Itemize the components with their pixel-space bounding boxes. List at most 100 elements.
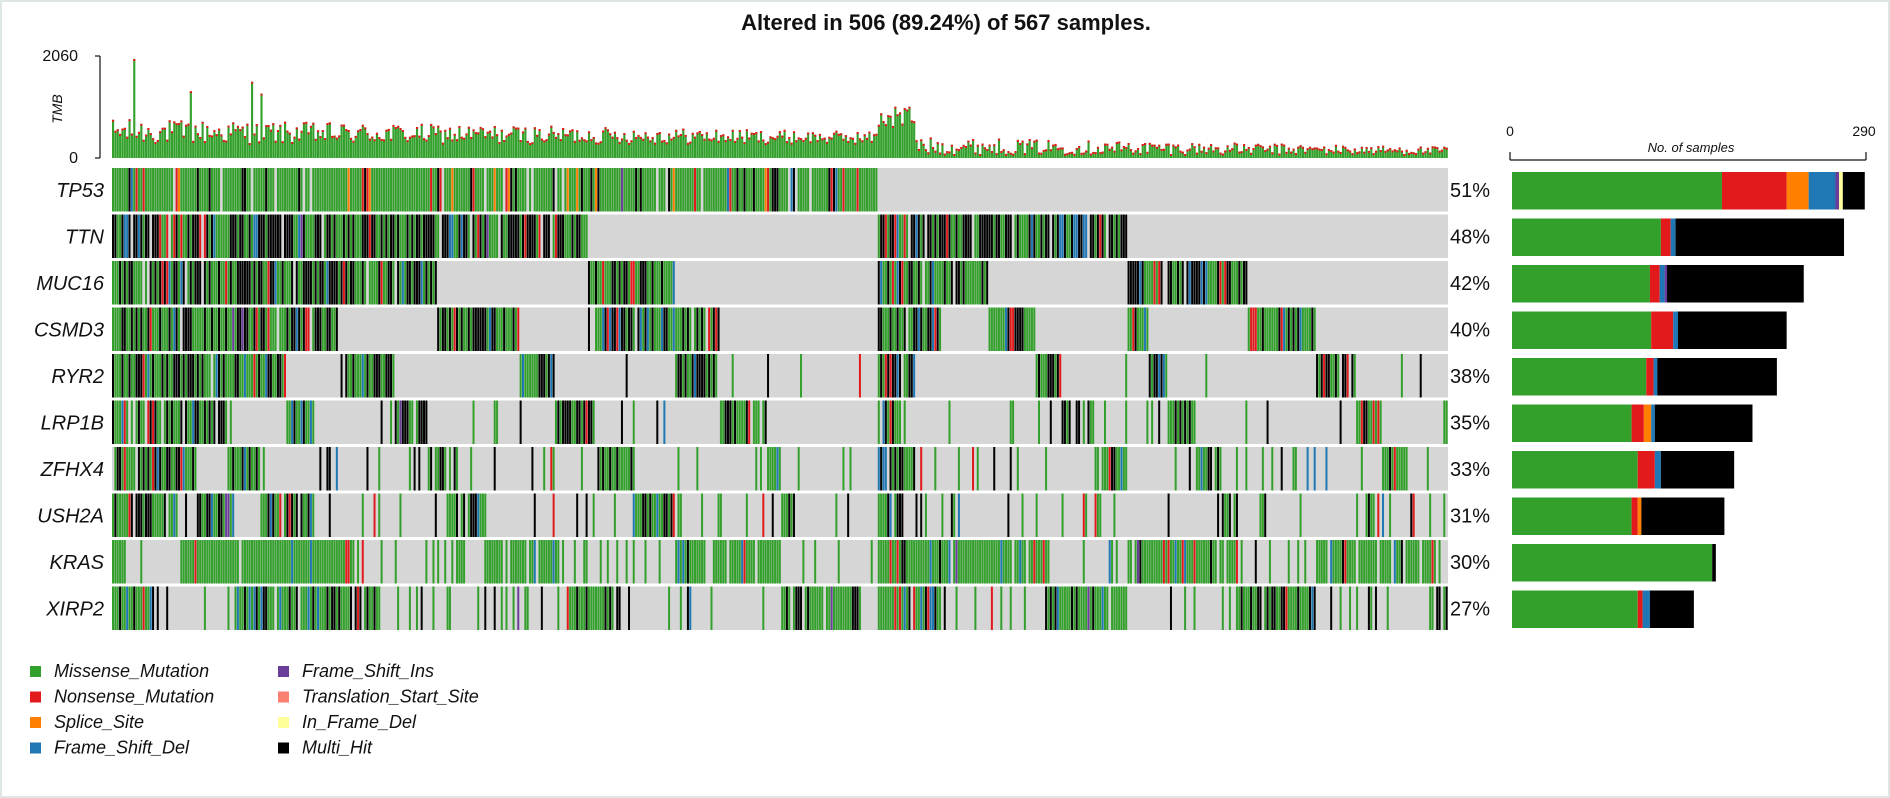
tmb-bar-cap <box>1096 146 1100 149</box>
matrix-cell <box>137 261 140 305</box>
matrix-cell <box>990 307 993 351</box>
tmb-bar-cap <box>1304 151 1307 154</box>
matrix-cell <box>373 214 376 258</box>
matrix-cell <box>173 214 176 258</box>
tmb-bar-cap <box>512 126 515 129</box>
matrix-cell <box>1207 447 1210 491</box>
matrix-cell <box>512 214 515 258</box>
tmb-bar <box>1365 146 1368 158</box>
matrix-cell <box>423 168 426 212</box>
tmb-bar <box>587 131 591 158</box>
matrix-cell <box>715 354 718 398</box>
tmb-bar <box>748 137 751 158</box>
matrix-cell <box>767 354 770 398</box>
matrix-cell <box>908 540 911 584</box>
matrix-cell <box>166 261 169 305</box>
tmb-bar-cap <box>1007 151 1010 154</box>
matrix-cell <box>394 214 397 258</box>
matrix-cell <box>1103 586 1106 630</box>
matrix-cell <box>208 540 211 584</box>
matrix-cell <box>1285 586 1288 630</box>
matrix-cell <box>192 447 195 491</box>
tmb-bar <box>821 138 824 158</box>
matrix-cell <box>597 447 600 491</box>
matrix-cell <box>682 540 685 584</box>
tmb-bar-cap <box>1181 151 1184 154</box>
matrix-cell <box>1398 540 1401 584</box>
matrix-cell <box>1054 586 1057 630</box>
tmb-bar <box>166 139 169 158</box>
tmb-bar-cap <box>123 127 126 130</box>
matrix-cell <box>884 400 887 444</box>
tmb-bar <box>880 113 883 158</box>
tmb-bar <box>467 126 470 158</box>
matrix-cell <box>524 214 527 258</box>
matrix-cell <box>1438 540 1441 584</box>
matrix-cell <box>456 447 459 491</box>
tmb-bar-cap <box>1188 148 1191 151</box>
tmb-bar-cap <box>368 138 371 141</box>
tmb-bar <box>811 132 814 158</box>
gene-bar-segment <box>1657 358 1777 396</box>
matrix-cell <box>328 493 331 537</box>
matrix-cell <box>137 586 140 630</box>
matrix-cell <box>611 447 614 491</box>
tmb-bar <box>691 132 694 158</box>
tmb-bar-cap <box>1071 151 1074 154</box>
tmb-bar <box>1202 146 1206 158</box>
tmb-bar-cap <box>1195 152 1198 155</box>
matrix-cell <box>479 493 482 537</box>
matrix-cell <box>328 261 331 305</box>
matrix-cell <box>927 261 930 305</box>
gene-labels: TP53TTNMUC16CSMD3RYR2LRP1BZFHX4USH2AKRAS… <box>34 180 105 621</box>
matrix-cell <box>731 354 734 398</box>
matrix-cell <box>123 447 126 491</box>
tmb-bar <box>500 129 503 158</box>
matrix-cell <box>326 261 329 305</box>
matrix-cell <box>962 261 965 305</box>
gene-label: ZFHX4 <box>40 459 104 481</box>
tmb-bar <box>1433 146 1436 158</box>
matrix-cell <box>781 493 784 537</box>
matrix-cell <box>891 307 894 351</box>
matrix-cell <box>931 261 934 305</box>
matrix-cell <box>305 214 308 258</box>
matrix-cell <box>260 540 263 584</box>
tmb-bar-cap <box>375 132 379 135</box>
matrix-cell <box>133 447 136 491</box>
tmb-bar <box>156 139 159 158</box>
matrix-cell <box>552 540 555 584</box>
tmb-bar <box>802 140 805 158</box>
matrix-cell <box>279 214 282 258</box>
matrix-cell <box>269 261 272 305</box>
legend-swatch <box>278 691 289 703</box>
matrix-cell <box>213 354 216 398</box>
tmb-bar <box>1372 153 1375 158</box>
matrix-cell <box>842 168 845 212</box>
matrix-cell <box>1217 493 1220 537</box>
matrix-cell <box>849 168 852 212</box>
matrix-cell <box>906 214 909 258</box>
percent-labels: 51%48%42%40%38%35%33%31%30%27% <box>1450 180 1490 621</box>
matrix-cell <box>1021 307 1024 351</box>
matrix-cell <box>936 307 939 351</box>
matrix-cell <box>1184 540 1187 584</box>
matrix-cell <box>302 540 305 584</box>
matrix-cell <box>121 586 124 630</box>
matrix-cell <box>920 307 923 351</box>
matrix-cell <box>1250 586 1253 630</box>
tmb-bar-cap <box>1287 147 1290 150</box>
matrix-cell <box>253 307 256 351</box>
matrix-cell <box>1228 493 1231 537</box>
tmb-bar <box>229 133 232 158</box>
tmb-bar-cap <box>618 141 621 144</box>
tmb-bar-cap <box>802 140 805 143</box>
matrix-cell <box>729 168 732 212</box>
matrix-cell <box>1052 586 1055 630</box>
matrix-cell <box>774 540 777 584</box>
matrix-cell <box>194 168 197 212</box>
tmb-bar <box>1195 152 1198 158</box>
matrix-cell <box>210 540 213 584</box>
matrix-cell <box>411 214 414 258</box>
tmb-bar <box>1042 149 1045 158</box>
